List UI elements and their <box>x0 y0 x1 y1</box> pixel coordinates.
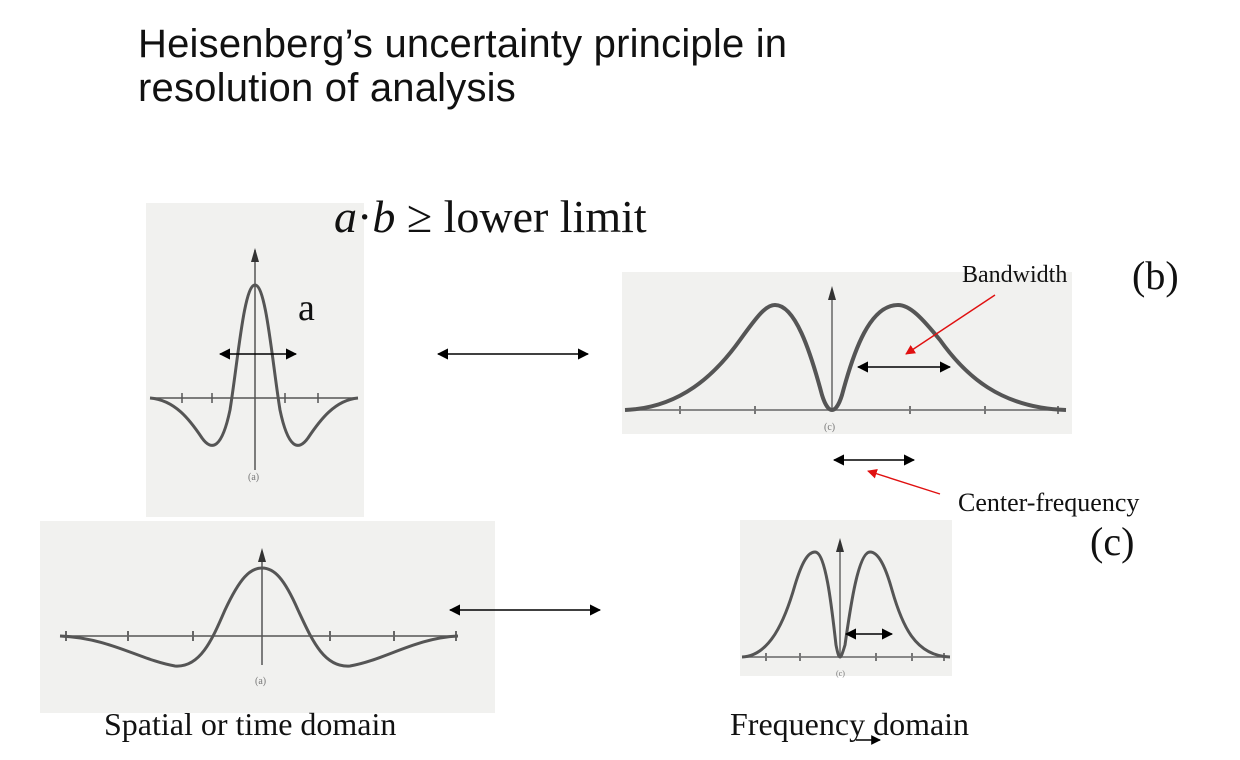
slide-title: Heisenberg’s uncertainty principle in re… <box>138 22 1038 110</box>
caption-bottom-left: (a) <box>255 676 266 687</box>
title-line-2: resolution of analysis <box>138 66 516 110</box>
center-frequency-pointer <box>867 469 941 495</box>
formula-dot: · <box>357 191 373 242</box>
label-frequency-domain: Frequency domain <box>730 706 970 742</box>
y-axis-arrowhead <box>258 548 266 562</box>
axis-ticks <box>181 393 319 403</box>
frequency-response-wide <box>624 286 1067 414</box>
wavelet-curve <box>149 283 359 447</box>
y-axis-arrowhead <box>828 286 836 300</box>
title-line-1: Heisenberg’s uncertainty principle in <box>138 22 788 66</box>
label-c: (c) <box>1090 519 1135 564</box>
formula-a: a <box>334 191 357 242</box>
y-axis-arrowhead <box>251 248 259 262</box>
figure-panel-frequency-wide <box>622 272 1072 434</box>
label-center-frequency: Center-frequency <box>958 488 1140 517</box>
figure-panel-frequency-narrow <box>740 520 952 676</box>
frequency-response-narrow <box>741 538 951 661</box>
axis-ticks <box>679 406 1059 414</box>
formula-rest: ≥ lower limit <box>406 191 647 242</box>
label-b: (b) <box>1132 253 1179 298</box>
label-bandwidth: Bandwidth <box>962 262 1068 288</box>
bandwidth-pointer <box>905 294 996 355</box>
uncertainty-formula: a·b ≥ lower limit <box>334 190 647 243</box>
spatial-wavelet-narrow <box>149 248 359 470</box>
caption-top-left: (a) <box>248 472 259 483</box>
figure-panel-spatial-wide <box>40 521 495 713</box>
formula-b: b <box>372 191 396 242</box>
caption-bottom-right: (c) <box>836 669 845 678</box>
frequency-curve <box>624 302 1067 413</box>
label-spatial-domain: Spatial or time domain <box>104 706 397 742</box>
spatial-wavelet-wide <box>59 548 459 668</box>
label-a: a <box>298 287 315 329</box>
wavelet-curve <box>59 566 459 668</box>
y-axis-arrowhead <box>836 538 844 552</box>
caption-top-right: (c) <box>824 422 835 433</box>
frequency-curve <box>741 550 951 659</box>
